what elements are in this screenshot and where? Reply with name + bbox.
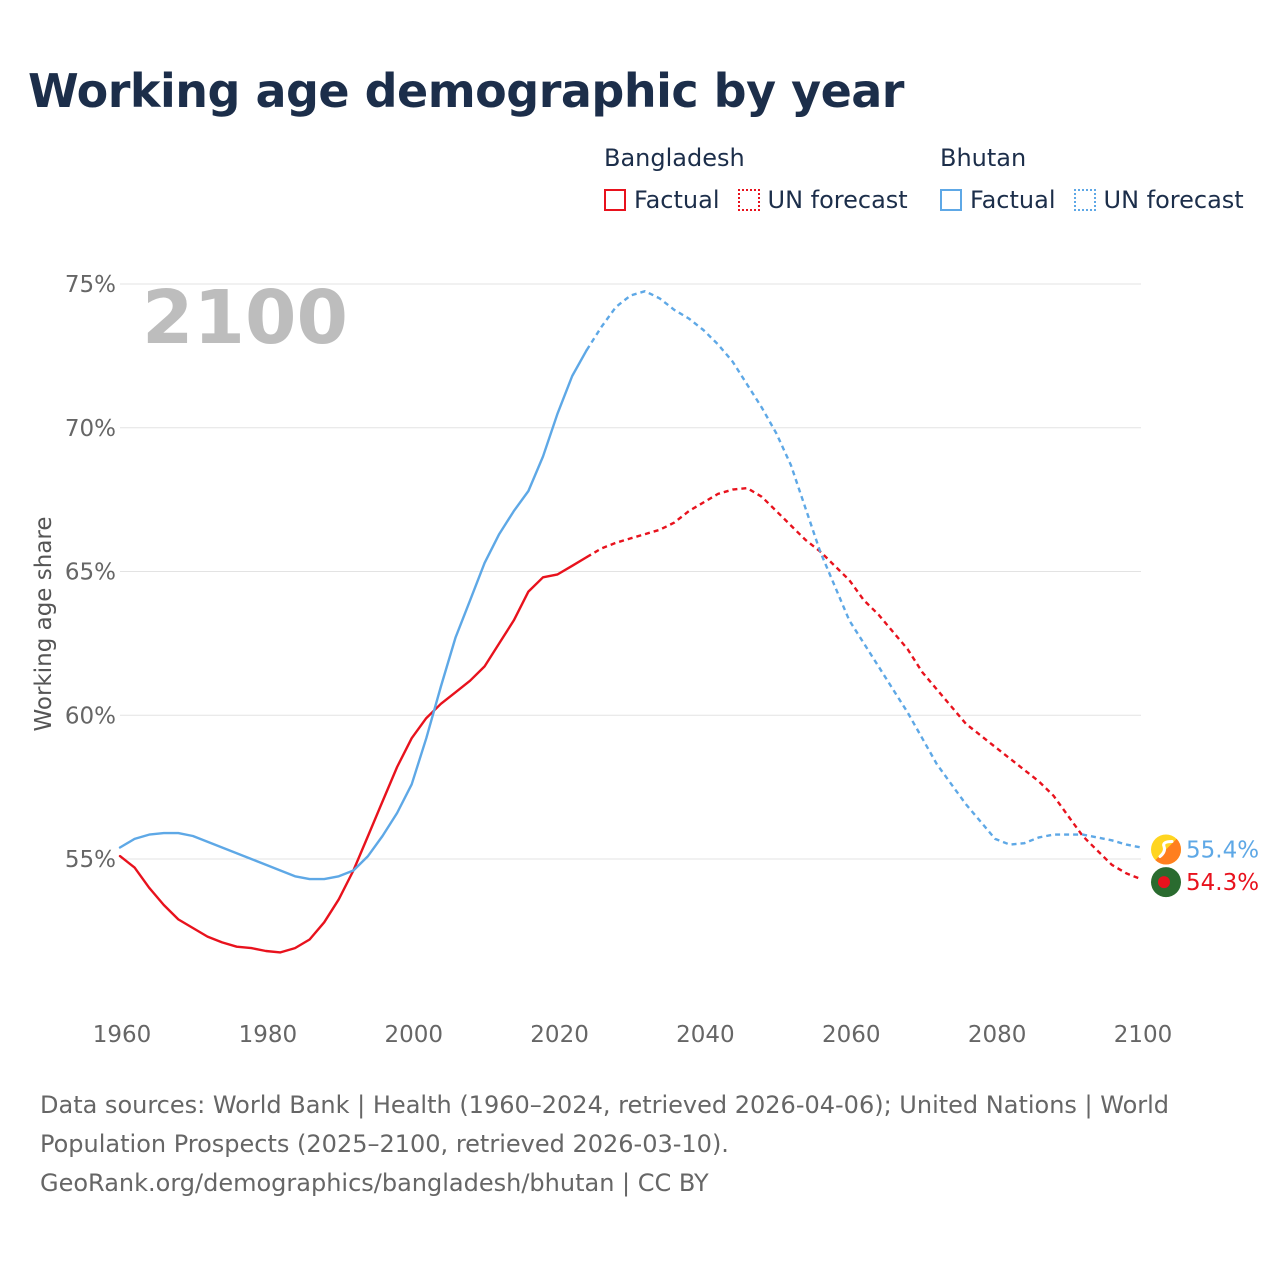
y-tick-label: 75% [65,272,116,298]
legend-bhutan: Factual UN forecast [940,186,1262,214]
series-line-bhutan-factual[interactable] [118,348,588,881]
end-value-label-bhutan: 55.4% [1186,838,1259,864]
y-axis-ticks: 55% 60% 65% 70% 75% [65,272,116,873]
x-tick-label: 2040 [676,1022,735,1048]
series-line-bangladesh-factual[interactable] [118,555,588,954]
legend-swatch-solid [940,189,962,211]
x-tick-label: 2100 [1114,1022,1173,1048]
year-watermark: 2100 [142,275,348,361]
y-tick-label: 70% [65,416,116,442]
x-tick-label: 2000 [384,1022,443,1048]
legend-swatch-solid [604,189,626,211]
legend-swatch-dotted [1073,189,1096,211]
legend-label: Factual [634,186,720,214]
x-tick-label: 1960 [93,1022,152,1048]
legend-swatch-dotted [737,189,760,211]
x-tick-label: 1980 [239,1022,298,1048]
x-tick-label: 2060 [822,1022,881,1048]
legend-item-bangladesh-factual[interactable]: Factual [604,186,720,214]
legend-label: UN forecast [767,186,908,214]
chart-title: Working age demographic by year [28,64,905,118]
footer: Data sources: World Bank | Health (1960–… [40,1086,1180,1203]
legend-label: UN forecast [1103,186,1244,214]
legend-group-bangladesh: Bangladesh [604,144,745,172]
series-line-bangladesh-forecast[interactable] [586,486,1142,881]
series-line-bhutan-forecast[interactable] [585,290,1142,849]
legend-bangladesh: Factual UN forecast [604,186,926,214]
end-markers: 55.4% 54.3% [1151,834,1259,898]
legend-item-bhutan-factual[interactable]: Factual [940,186,1056,214]
legend-label: Factual [970,186,1056,214]
x-tick-label: 2020 [530,1022,589,1048]
x-tick-label: 2080 [968,1022,1027,1048]
credit-link[interactable]: GeoRank.org/demographics/bangladesh/bhut… [40,1169,709,1197]
y-tick-label: 65% [65,560,116,586]
data-sources: Data sources: World Bank | Health (1960–… [40,1091,1170,1158]
end-value-label-bangladesh: 54.3% [1186,870,1259,896]
legend-group-bhutan: Bhutan [940,144,1027,172]
legend-item-bangladesh-forecast[interactable]: UN forecast [737,186,908,214]
bhutan-flag-icon [1151,834,1181,865]
series-lines [118,290,1142,954]
bangladesh-flag-icon [1151,867,1181,898]
legend-item-bhutan-forecast[interactable]: UN forecast [1073,186,1244,214]
x-axis-ticks: 1960 1980 2000 2020 2040 2060 2080 2100 [93,1022,1173,1048]
y-tick-label: 60% [65,703,116,729]
y-tick-label: 55% [65,847,116,873]
gridlines [120,283,1141,860]
